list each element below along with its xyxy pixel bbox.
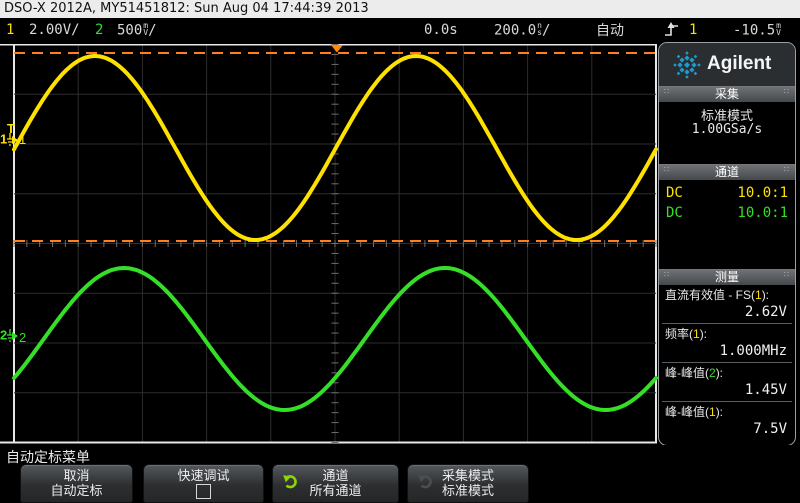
trigger-source-readout[interactable]: 1 xyxy=(689,22,698,38)
ch1-coupling-row: DC 10.0:1 xyxy=(666,185,788,201)
ch2-trace-label: 2 xyxy=(19,330,27,345)
trigger-mode-readout[interactable]: 自动 xyxy=(596,22,624,38)
info-sidebar: Agilent ∷ 采集 ∷ 标准模式 1.00GSa/s ∷ 通道 ∷ DC … xyxy=(658,42,796,446)
ch2-scale-readout[interactable]: 500 m V / xyxy=(117,21,157,39)
drag-handle-icon: ∷ xyxy=(783,165,790,174)
trigger-level-marker[interactable]: T xyxy=(7,121,15,136)
fast-debug-checkbox[interactable] xyxy=(196,484,211,499)
waveform-display[interactable]: T 1 2 1 2 xyxy=(0,44,658,444)
agilent-spark-logo-icon xyxy=(673,51,701,79)
measurement-value: 7.5V xyxy=(753,421,787,437)
measurement-label: 直流有效值 - FS(1): xyxy=(665,288,770,302)
cancel-autoscale-button[interactable]: 取消 自动定标 xyxy=(20,464,133,503)
timebase-readout[interactable]: 200.0 n s / xyxy=(494,21,551,39)
measurement-value: 1.45V xyxy=(744,382,787,398)
drag-handle-icon: ∷ xyxy=(783,270,790,279)
divider xyxy=(662,323,792,324)
acquire-mode-button[interactable]: 采集模式 标准模式 xyxy=(407,464,529,503)
acquisition-mode: 标准模式 xyxy=(700,108,753,123)
fast-debug-button[interactable]: 快速调试 xyxy=(143,464,264,503)
acquisition-section-header[interactable]: ∷ 采集 ∷ xyxy=(659,86,795,102)
edge-trigger-icon[interactable] xyxy=(664,21,680,43)
divider xyxy=(662,401,792,402)
ch1-trace-label: 1 xyxy=(19,132,27,147)
ch2-coupling-row: DC 10.0:1 xyxy=(666,205,788,221)
drag-handle-icon: ∷ xyxy=(664,87,671,96)
channels-all-button[interactable]: 通道 所有通道 xyxy=(272,464,399,503)
measurement-value: 1.000MHz xyxy=(719,343,787,359)
ch1-number[interactable]: 1 xyxy=(6,22,15,38)
ch1-scale-readout[interactable]: 2.00V/ xyxy=(29,22,80,38)
measurements-section-header[interactable]: ∷ 测量 ∷ xyxy=(659,269,795,285)
measurement-label: 频率(1): xyxy=(665,327,708,341)
measurement-label: 峰-峰值(2): xyxy=(665,366,724,380)
softkey-menu-bar: 自动定标菜单 取消 自动定标 快速调试 通道 所有通道 xyxy=(0,445,800,503)
status-bar: 1 2.00V/ 2 500 m V/ 0.0s 200.0 n s / 自动 1 -10… xyxy=(0,18,800,44)
drag-handle-icon: ∷ xyxy=(783,87,790,96)
menu-title: 自动定标菜单 xyxy=(6,449,90,465)
measurement-label: 峰-峰值(1): xyxy=(665,405,724,419)
instrument-title-bar: DSO-X 2012A, MY51451812: Sun Aug 04 17:4… xyxy=(0,0,800,18)
ch1-ground-marker[interactable]: 1 xyxy=(0,132,19,148)
trigger-level-readout[interactable]: -10.5 m V xyxy=(733,21,781,39)
ch2-ground-marker[interactable]: 2 xyxy=(0,328,19,344)
cycle-refresh-icon xyxy=(282,473,299,493)
sample-rate: 1.00GSa/s xyxy=(691,122,763,137)
brand-name: Agilent xyxy=(707,53,772,74)
measurement-value: 2.62V xyxy=(744,304,787,320)
drag-handle-icon: ∷ xyxy=(664,270,671,279)
cycle-refresh-icon xyxy=(417,473,434,493)
divider xyxy=(662,362,792,363)
graticule-and-waveforms xyxy=(0,44,658,444)
time-reference-readout[interactable]: 0.0s xyxy=(424,22,458,38)
brand-row: Agilent xyxy=(659,43,795,87)
channels-section-header[interactable]: ∷ 通道 ∷ xyxy=(659,164,795,180)
ch2-number[interactable]: 2 xyxy=(95,22,104,38)
drag-handle-icon: ∷ xyxy=(664,165,671,174)
